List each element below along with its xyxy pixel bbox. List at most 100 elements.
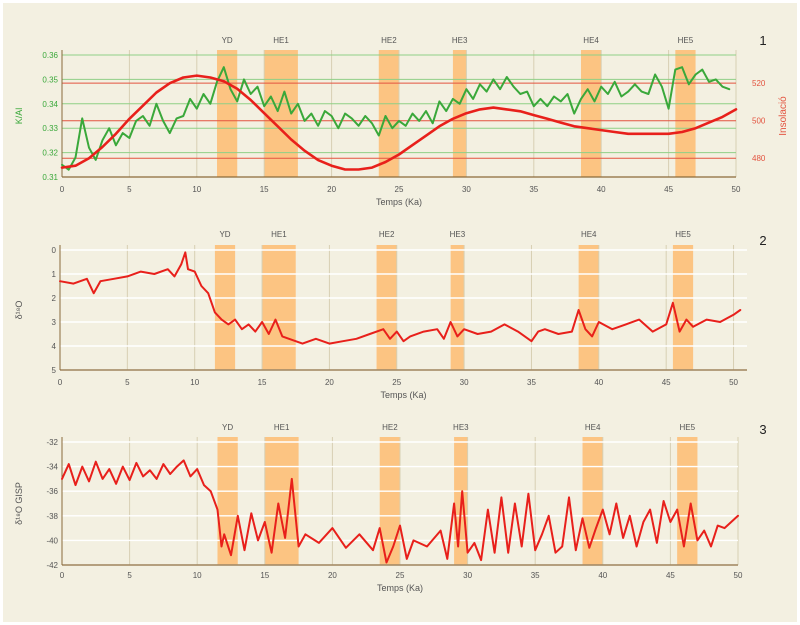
y-tick-label: 0.34 xyxy=(42,100,58,109)
x-tick-label: 50 xyxy=(734,571,743,580)
event-band xyxy=(677,437,698,565)
event-band-label: HE1 xyxy=(274,423,290,432)
y-tick-label: -36 xyxy=(46,487,58,496)
y-tick-label: 3 xyxy=(52,318,57,327)
y-tick-label: 0.36 xyxy=(42,51,58,60)
y-tick-label: 2 xyxy=(52,294,57,303)
x-tick-label: 10 xyxy=(190,378,199,387)
event-band xyxy=(580,50,602,177)
panel-number: 3 xyxy=(759,422,766,437)
x-tick-label: 20 xyxy=(328,571,337,580)
x-tick-label: 10 xyxy=(193,571,202,580)
chart-panel-3: YD HE1 HE2 HE3 HE4 HE5 0 5 10 15 20 25 30 35 40 45 50 -32… xyxy=(14,422,767,593)
x-tick-label: 40 xyxy=(598,571,607,580)
event-band xyxy=(582,437,603,565)
series-line xyxy=(59,251,742,345)
x-tick-label: 0 xyxy=(60,185,65,194)
y-tick-label: -34 xyxy=(46,463,58,472)
x-tick-label: 5 xyxy=(127,185,132,194)
x-tick-label: 35 xyxy=(531,571,540,580)
event-band xyxy=(376,245,397,370)
x-tick-label: 15 xyxy=(260,571,269,580)
right-tick-label: 500 xyxy=(752,117,766,126)
y-axis-label: δ¹⁸O xyxy=(14,301,24,320)
x-tick-label: 50 xyxy=(732,185,741,194)
x-tick-label: 50 xyxy=(729,378,738,387)
x-tick-label: 25 xyxy=(396,571,405,580)
event-band-label: HE3 xyxy=(450,230,466,239)
event-band xyxy=(378,50,399,177)
event-band xyxy=(578,245,599,370)
event-band xyxy=(262,245,296,370)
x-tick-label: 35 xyxy=(529,185,538,194)
panel-number: 2 xyxy=(759,233,766,248)
event-band-label: YD xyxy=(222,36,233,45)
x-tick-label: 20 xyxy=(325,378,334,387)
y-tick-label: -32 xyxy=(46,438,58,447)
event-band xyxy=(450,245,465,370)
x-tick-label: 15 xyxy=(258,378,267,387)
y-tick-label: 0.32 xyxy=(42,149,58,158)
y-tick-label: 1 xyxy=(52,270,57,279)
x-tick-label: 25 xyxy=(392,378,401,387)
x-tick-label: 0 xyxy=(60,571,65,580)
x-tick-label: 0 xyxy=(58,378,63,387)
y-tick-label: 0.31 xyxy=(42,173,58,182)
y-tick-label: -42 xyxy=(46,561,58,570)
right-tick-label: 480 xyxy=(752,154,766,163)
event-band-label: HE2 xyxy=(382,423,398,432)
x-tick-label: 10 xyxy=(192,185,201,194)
event-band-label: HE2 xyxy=(381,36,397,45)
y-tick-label: 0.35 xyxy=(42,75,58,84)
x-tick-label: 25 xyxy=(395,185,404,194)
event-band-label: HE3 xyxy=(453,423,469,432)
x-tick-label: 5 xyxy=(125,378,130,387)
x-tick-label: 15 xyxy=(260,185,269,194)
event-band xyxy=(379,437,400,565)
right-axis-label: Insolació xyxy=(778,96,789,136)
series-line xyxy=(61,66,731,171)
x-tick-label: 20 xyxy=(327,185,336,194)
right-tick-label: 520 xyxy=(752,79,766,88)
y-axis-label: δ¹⁸O GISP xyxy=(14,482,24,525)
event-band-label: HE4 xyxy=(583,36,599,45)
event-band-label: YD xyxy=(219,230,230,239)
x-axis-label: Temps (Ka) xyxy=(380,390,426,400)
series-line xyxy=(61,459,739,564)
y-tick-label: 4 xyxy=(52,342,57,351)
event-band-label: HE2 xyxy=(379,230,395,239)
event-band-label: YD xyxy=(222,423,233,432)
x-tick-label: 5 xyxy=(127,571,132,580)
event-band-label: HE5 xyxy=(675,230,691,239)
y-tick-label: 5 xyxy=(52,366,57,375)
event-band-label: HE5 xyxy=(678,36,694,45)
event-band xyxy=(672,245,694,370)
panel-number: 1 xyxy=(759,33,766,48)
x-tick-label: 45 xyxy=(662,378,671,387)
event-band-label: HE5 xyxy=(680,423,696,432)
event-band xyxy=(214,245,236,370)
event-band xyxy=(452,50,467,177)
event-band xyxy=(217,437,238,565)
event-band-label: HE1 xyxy=(271,230,287,239)
x-tick-label: 30 xyxy=(463,571,472,580)
x-tick-label: 40 xyxy=(594,378,603,387)
y-axis-label: K/Al xyxy=(14,108,24,125)
event-band-label: HE4 xyxy=(581,230,597,239)
series-line xyxy=(60,74,738,171)
y-tick-label: -38 xyxy=(46,512,58,521)
x-tick-label: 40 xyxy=(597,185,606,194)
event-band-label: HE4 xyxy=(585,423,601,432)
event-band-label: HE1 xyxy=(273,36,289,45)
x-tick-label: 30 xyxy=(460,378,469,387)
x-axis-label: Temps (Ka) xyxy=(377,583,423,593)
y-tick-label: 0 xyxy=(52,246,57,255)
x-tick-label: 35 xyxy=(527,378,536,387)
x-axis-label: Temps (Ka) xyxy=(376,197,422,207)
x-tick-label: 45 xyxy=(666,571,675,580)
x-tick-label: 30 xyxy=(462,185,471,194)
event-band-label: HE3 xyxy=(452,36,468,45)
